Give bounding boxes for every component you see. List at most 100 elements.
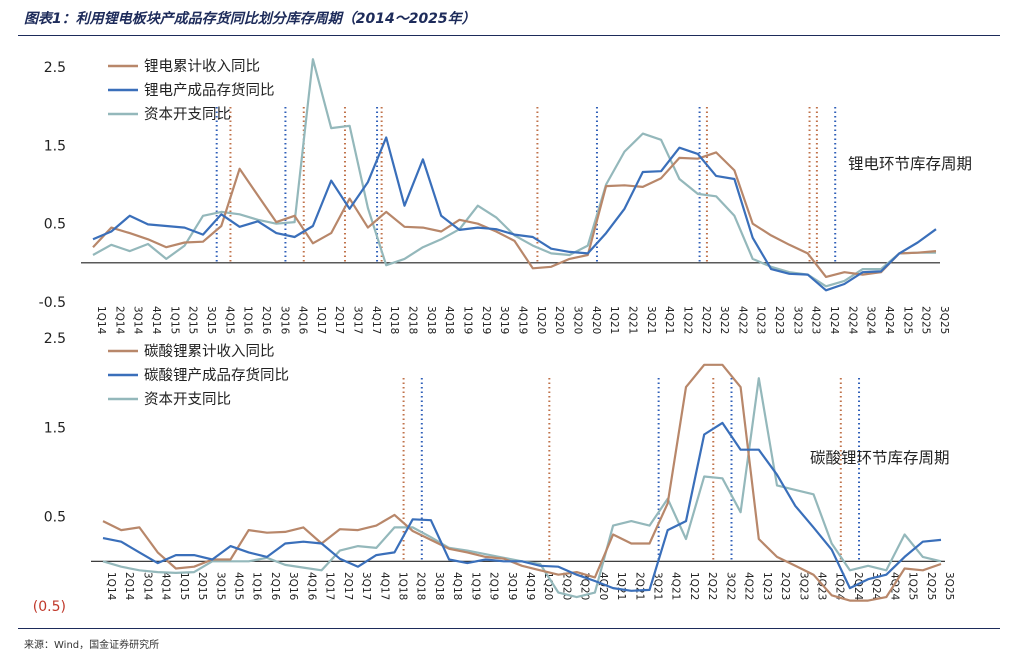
x-tick-label: 2Q16 [260, 306, 272, 335]
x-tick-label: 3Q24 [865, 306, 877, 335]
x-tick-label: 3Q16 [287, 572, 299, 601]
x-tick-label: 3Q23 [797, 572, 809, 600]
series-line-revenue [92, 151, 937, 278]
source-rule [18, 628, 1000, 629]
y-tick-label: (0.5) [33, 599, 66, 615]
legend-label: 碳酸锂产成品存货同比 [144, 367, 289, 384]
x-tick-label: 1Q18 [396, 572, 408, 600]
source-note: 来源：Wind，国金证券研究所 [24, 640, 160, 651]
x-tick-label: 2Q25 [920, 306, 932, 334]
x-tick-label: 1Q17 [324, 572, 336, 600]
y-tick-label: 1.5 [44, 138, 66, 154]
x-tick-label: 2Q14 [113, 306, 125, 335]
x-tick-label: 3Q18 [425, 306, 437, 334]
cycle-annotation: 碳酸锂环节库存周期 [810, 449, 950, 467]
x-tick-label: 1Q25 [907, 572, 919, 600]
x-tick-label: 2Q17 [333, 306, 345, 334]
x-tick-label: 4Q17 [370, 306, 382, 334]
x-tick-label: 1Q16 [251, 572, 263, 601]
x-tick-label: 2Q24 [846, 306, 858, 335]
x-tick-label: 4Q24 [883, 306, 895, 335]
x-tick-label: 1Q19 [462, 306, 474, 334]
x-tick-label: 2Q16 [269, 572, 281, 601]
x-tick-label: 4Q22 [736, 306, 748, 334]
x-tick-label: 3Q20 [571, 306, 583, 334]
series-line-capex [102, 377, 942, 599]
x-tick-label: 2Q19 [480, 306, 492, 334]
x-tick-label: 4Q14 [150, 306, 162, 335]
x-tick-label: 3Q21 [652, 572, 664, 600]
x-tick-label: 1Q15 [168, 306, 180, 334]
x-tick-label: 1Q22 [681, 306, 693, 334]
x-tick-label: 3Q15 [205, 306, 217, 334]
legend-label: 锂电产成品存货同比 [144, 82, 275, 99]
x-tick-label: 2Q17 [342, 572, 354, 600]
legend-label: 碳酸锂累计收入同比 [144, 343, 275, 360]
series-line-inventory [102, 421, 942, 592]
x-tick-label: 3Q14 [132, 306, 144, 335]
x-tick-label: 1Q24 [834, 572, 846, 601]
x-tick-label: 4Q19 [524, 572, 536, 600]
x-tick-label: 4Q20 [590, 306, 602, 334]
x-tick-label: 1Q19 [469, 572, 481, 600]
x-tick-label: 1Q14 [105, 572, 117, 601]
x-tick-label: 3Q14 [141, 572, 153, 601]
x-tick-label: 2Q23 [779, 572, 791, 600]
x-tick-label: 3Q22 [718, 306, 730, 334]
x-tick-label: 1Q24 [828, 306, 840, 335]
x-tick-label: 1Q20 [535, 306, 547, 334]
x-tick-label: 4Q22 [743, 572, 755, 600]
x-tick-label: 1Q23 [761, 572, 773, 600]
x-tick-label: 4Q16 [297, 306, 309, 335]
series-line-revenue [102, 363, 942, 602]
series-line-inventory [92, 136, 937, 292]
legend-label: 资本开支同比 [144, 106, 231, 123]
title-rule [18, 35, 1000, 36]
y-tick-label: 0.5 [44, 217, 66, 233]
lithium-battery-chart: 2.5 1.5 0.5 -0.5 1Q14 2Q14 3Q14 4Q14 1Q15 2Q15 3Q1… [39, 58, 972, 335]
x-tick-label: 2Q22 [706, 572, 718, 600]
x-tick-label: 4Q23 [815, 572, 827, 600]
x-tick-label: 3Q15 [214, 572, 226, 600]
x-tick-label: 2Q20 [553, 306, 565, 334]
x-tick-label: 1Q25 [901, 306, 913, 334]
x-tick-label: 2Q18 [415, 572, 427, 600]
x-tick-label: 3Q19 [506, 572, 518, 600]
y-tick-label: -0.5 [39, 295, 66, 311]
x-tick-label: 4Q20 [597, 572, 609, 600]
figure-title: 图表1：利用锂电板块产成品存货同比划分库存周期（2014～2025年） [24, 11, 476, 27]
x-tick-label: 1Q21 [615, 572, 627, 600]
x-tick-label: 3Q19 [498, 306, 510, 334]
x-tick-label: 2Q18 [407, 306, 419, 334]
x-tick-label: 2Q21 [633, 572, 645, 600]
x-tick-label: 2Q19 [488, 572, 500, 600]
legend-label: 资本开支同比 [144, 391, 231, 408]
x-tick-label: 4Q21 [663, 306, 675, 334]
x-tick-label: 4Q15 [233, 572, 245, 600]
y-tick-label: 2.5 [44, 60, 66, 76]
legend-label: 锂电累计收入同比 [144, 58, 260, 75]
x-tick-label: 2Q15 [196, 572, 208, 600]
x-tick-label: 1Q14 [95, 306, 107, 335]
x-tick-label: 2Q24 [852, 572, 864, 601]
x-tick-label: 1Q17 [315, 306, 327, 334]
x-tick-label: 1Q20 [542, 572, 554, 600]
x-tick-label: 4Q18 [451, 572, 463, 600]
x-tick-label: 2Q22 [700, 306, 712, 334]
x-tick-label: 2Q15 [187, 306, 199, 334]
x-tick-label: 2Q25 [925, 572, 937, 600]
x-tick-label: 4Q15 [223, 306, 235, 334]
x-tick-label: 3Q25 [943, 572, 955, 600]
x-tick-label: 1Q22 [688, 572, 700, 600]
x-tick-label: 4Q18 [443, 306, 455, 334]
x-tick-label: 4Q17 [378, 572, 390, 600]
x-tick-label: 3Q18 [433, 572, 445, 600]
y-tick-label: 1.5 [44, 420, 66, 436]
x-tick-label: 4Q16 [305, 572, 317, 601]
x-tick-label: 3Q23 [791, 306, 803, 334]
x-tick-label: 2Q23 [773, 306, 785, 334]
cycle-annotation: 锂电环节库存周期 [848, 155, 972, 173]
x-tick-label: 3Q24 [870, 572, 882, 601]
x-tick-label: 4Q14 [160, 572, 172, 601]
x-tick-label: 2Q21 [626, 306, 638, 334]
